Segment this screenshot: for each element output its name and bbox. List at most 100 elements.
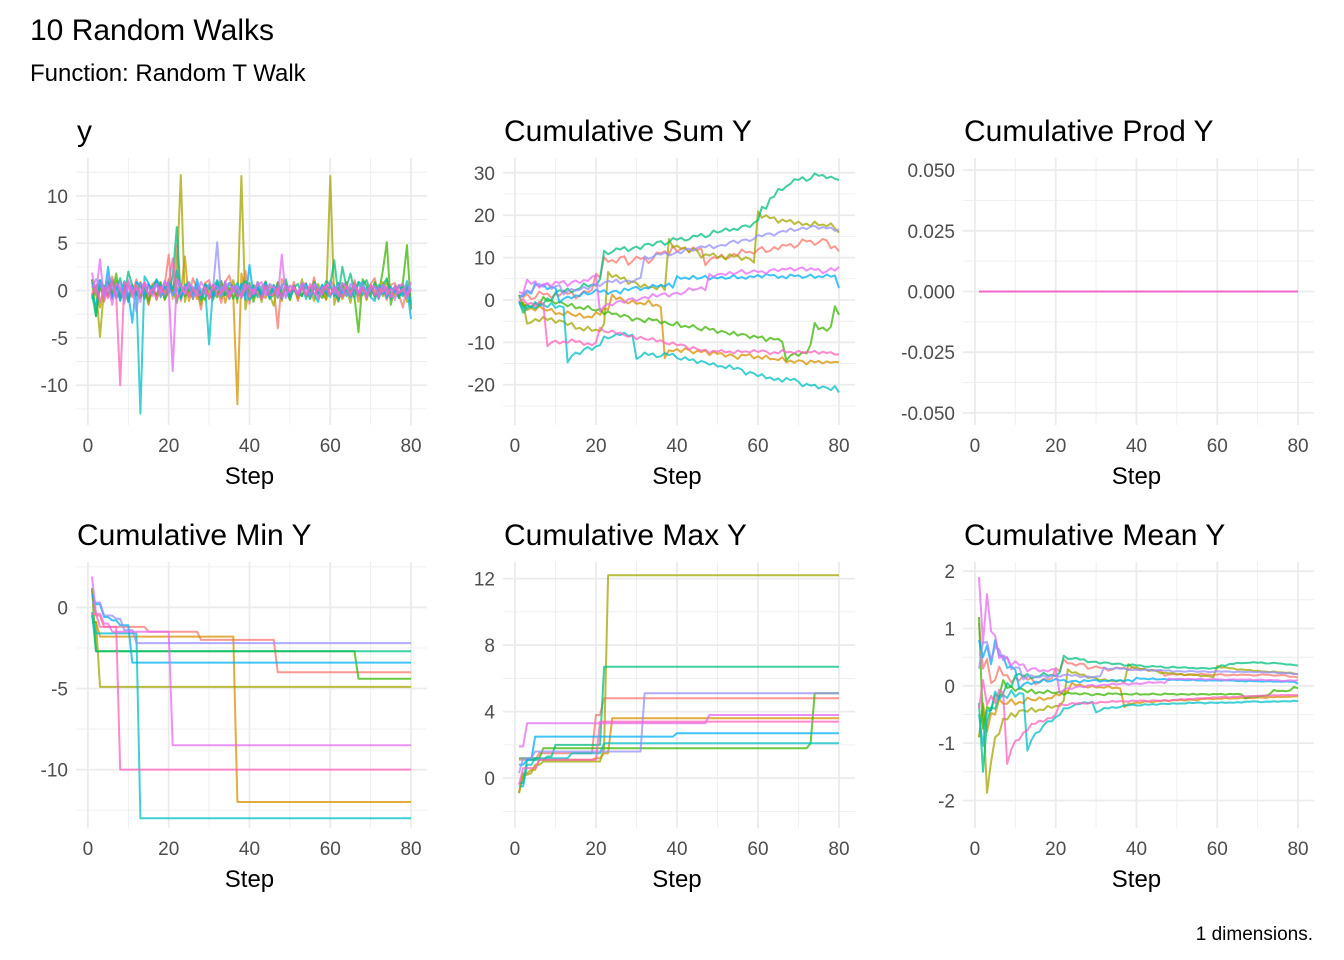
series-line-10 <box>518 298 840 356</box>
x-tick-label: 0 <box>83 436 94 457</box>
chart-title: 10 Random Walks <box>30 14 274 47</box>
y-tick-label: 4 <box>484 703 495 724</box>
x-tick-label: 0 <box>510 839 521 860</box>
x-tick-label: 80 <box>1287 436 1308 457</box>
series-line-8 <box>978 640 1299 681</box>
panel-cumulative-prod-y: 0 20 40 60 80 -0.050 -0.025 0.000 0.025 0.050 Cumu… <box>901 115 1314 490</box>
y-tick-label: 0 <box>57 282 68 303</box>
x-axis-label: Step <box>652 463 701 490</box>
x-tick-label: 20 <box>1045 839 1066 860</box>
series-line-3 <box>91 174 412 338</box>
x-tick-label: 60 <box>320 839 341 860</box>
series-line-5 <box>518 172 840 314</box>
series-line-8 <box>518 224 840 300</box>
x-tick-label: 40 <box>239 839 260 860</box>
series-line-9 <box>91 253 412 372</box>
x-tick-label: 40 <box>1126 839 1147 860</box>
x-tick-label: 60 <box>747 839 768 860</box>
y-tick-label: -10 <box>468 333 495 354</box>
series-line-2 <box>518 293 840 366</box>
x-tick-label: 0 <box>970 436 981 457</box>
y-tick-label: 0 <box>57 598 68 619</box>
series-line-2 <box>518 717 839 794</box>
x-tick-label: 60 <box>747 436 768 457</box>
x-tick-label: 60 <box>1207 436 1228 457</box>
y-tick-label: 0 <box>944 677 955 698</box>
y-tick-label: 0.050 <box>907 161 955 182</box>
x-axis-label: Step <box>652 866 701 893</box>
x-tick-label: 80 <box>828 839 849 860</box>
y-tick-label: 12 <box>474 570 495 591</box>
series-line-5 <box>91 612 411 653</box>
y-tick-label: 30 <box>474 164 495 185</box>
series-line-7 <box>91 594 411 664</box>
panel-cumulative-min-y: 0 20 40 60 80 -10 -5 0 Cumulative Min Y Step <box>41 519 427 893</box>
panel-title: Cumulative Min Y <box>77 519 312 552</box>
chart-subtitle: Function: Random T Walk <box>30 60 307 87</box>
series-line-9 <box>978 576 1299 695</box>
y-tick-label: 0 <box>484 769 495 790</box>
series-line-4 <box>91 587 411 680</box>
x-tick-label: 0 <box>970 839 981 860</box>
series-line-9 <box>518 266 840 313</box>
panel-cumulative-max-y: 0 20 40 60 80 0 4 8 12 Cumulative Max Y Step <box>474 519 855 893</box>
x-tick-label: 40 <box>239 436 260 457</box>
series-line-10 <box>518 720 839 786</box>
series-line-6 <box>978 689 1299 752</box>
y-tick-label: -0.025 <box>901 343 955 364</box>
x-axis-label: Step <box>225 463 274 490</box>
x-tick-label: 80 <box>400 436 421 457</box>
panel-title: y <box>77 115 92 148</box>
x-tick-label: 60 <box>1207 839 1228 860</box>
series-line-4 <box>518 294 840 362</box>
series-line-6 <box>91 615 411 820</box>
x-axis-label: Step <box>1112 866 1161 893</box>
y-tick-label: 10 <box>474 249 495 270</box>
y-tick-label: 10 <box>47 187 68 208</box>
series-line-4 <box>978 616 1299 730</box>
x-axis-label: Step <box>1112 463 1161 490</box>
series-line-5 <box>91 226 412 318</box>
series-line-4 <box>519 692 839 760</box>
x-tick-label: 40 <box>666 839 687 860</box>
series-line-7 <box>519 732 839 766</box>
y-tick-label: 5 <box>57 234 68 255</box>
series-line-3 <box>978 663 1299 794</box>
y-tick-label: 8 <box>484 636 495 657</box>
y-tick-label: -5 <box>51 680 68 701</box>
y-tick-label: -20 <box>468 376 495 397</box>
series-line-6 <box>519 742 839 788</box>
series-line-3 <box>518 574 839 794</box>
x-tick-label: 20 <box>158 839 179 860</box>
y-tick-label: 1 <box>944 620 955 641</box>
y-tick-label: 0.000 <box>907 283 955 304</box>
series-line-8 <box>92 601 411 645</box>
y-tick-label: -1 <box>938 734 955 755</box>
series-line-5 <box>978 654 1299 773</box>
series-line-6 <box>91 269 412 415</box>
panel-title: Cumulative Mean Y <box>964 519 1225 552</box>
series-line-10 <box>978 679 1299 765</box>
series-line-10 <box>91 257 412 387</box>
series-line-9 <box>91 576 411 747</box>
series-line-10 <box>92 612 411 771</box>
y-tick-label: -2 <box>938 791 955 812</box>
panel-title: Cumulative Sum Y <box>504 115 752 148</box>
y-tick-label: 0.025 <box>907 222 955 243</box>
x-tick-label: 60 <box>320 436 341 457</box>
x-tick-label: 20 <box>1045 436 1066 457</box>
y-tick-label: -0.050 <box>901 404 955 425</box>
series-line-7 <box>518 273 840 304</box>
y-tick-label: 20 <box>474 206 495 227</box>
y-tick-label: -10 <box>41 761 68 782</box>
series-line-3 <box>518 210 840 333</box>
x-tick-label: 20 <box>585 436 606 457</box>
series-line-5 <box>519 665 839 785</box>
x-tick-label: 20 <box>158 436 179 457</box>
series-line-3 <box>92 621 411 688</box>
x-tick-label: 80 <box>828 436 849 457</box>
series-line-7 <box>978 639 1299 690</box>
panel-cumulative-mean-y: 0 20 40 60 80 -2 -1 0 1 2 Cumulative Mean Y Step <box>938 519 1314 893</box>
